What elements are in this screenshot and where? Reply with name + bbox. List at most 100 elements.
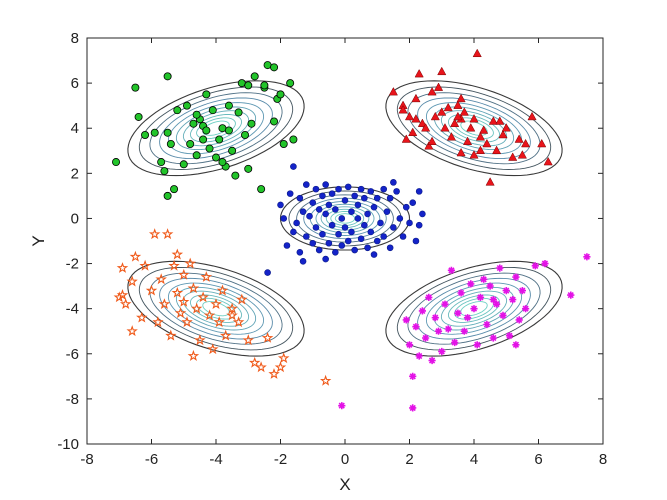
data-point-asterisk [454, 309, 462, 317]
data-point-dot [299, 257, 307, 265]
data-point-asterisk [438, 347, 446, 356]
data-point-asterisk [476, 293, 485, 301]
data-point-asterisk [460, 327, 468, 335]
data-point-triangle [430, 111, 440, 121]
data-point-triangle [459, 107, 469, 116]
data-point-asterisk [457, 289, 465, 297]
data-point-star [119, 298, 132, 309]
data-point-circle [234, 108, 243, 117]
data-point-star [178, 268, 190, 280]
data-point-asterisk [567, 291, 575, 299]
data-point-star [129, 250, 142, 262]
data-point-circle [241, 130, 250, 139]
data-point-dot [399, 233, 407, 240]
data-point-circle [166, 140, 175, 149]
data-point-circle [189, 119, 198, 128]
data-point-dot [390, 179, 397, 186]
data-point-star [155, 273, 167, 285]
data-point-dot [322, 255, 329, 263]
data-point-dot [319, 230, 326, 238]
data-point-dot [315, 246, 323, 254]
data-point-triangle [495, 116, 505, 125]
data-point-dot [380, 185, 388, 193]
data-point-triangle [433, 82, 444, 91]
data-point-asterisk [518, 287, 526, 295]
data-point-triangle [472, 48, 482, 58]
data-point-dot [344, 237, 352, 245]
data-point-star [200, 271, 213, 282]
data-point-circle [202, 90, 211, 99]
data-point-triangle [427, 136, 437, 145]
data-point-dot [357, 235, 365, 243]
data-point-dot [409, 199, 417, 206]
data-point-triangle [498, 129, 508, 139]
data-point-dot [406, 219, 413, 227]
data-point-circle [215, 135, 224, 144]
data-point-dot [367, 228, 375, 236]
data-point-triangle [421, 123, 431, 132]
data-point-star [219, 329, 232, 341]
contour-line [189, 114, 243, 143]
contour-line [454, 297, 494, 320]
data-point-asterisk [541, 260, 549, 268]
data-point-triangle [469, 150, 479, 159]
data-point-dot [364, 210, 371, 218]
data-point-star [248, 356, 261, 368]
contour-line [417, 97, 531, 160]
data-point-asterisk [447, 266, 455, 274]
data-point-dot [412, 237, 420, 245]
data-point-asterisk [502, 287, 510, 295]
data-point-triangle [517, 150, 527, 159]
data-point-dot [322, 210, 329, 218]
data-point-dot [309, 239, 317, 247]
data-point-dot [328, 221, 336, 229]
contour-line [175, 286, 257, 331]
data-point-dot [290, 228, 297, 236]
data-point-circle [192, 151, 201, 160]
data-point-circle [211, 153, 220, 162]
data-point-dot [357, 185, 365, 193]
data-point-asterisk [428, 356, 436, 365]
data-point-circle [163, 128, 172, 137]
data-point-star [184, 257, 196, 269]
x-tick-label: -8 [80, 451, 93, 468]
y-tick-label: -2 [66, 256, 79, 273]
data-point-star [171, 248, 184, 260]
data-point-asterisk [402, 316, 410, 324]
data-point-star [126, 325, 138, 337]
data-point-star [197, 291, 209, 303]
data-point-circle [228, 146, 237, 155]
data-point-star [268, 368, 280, 379]
data-point-triangle [475, 132, 486, 141]
data-point-dot [332, 206, 339, 213]
y-tick-label: 6 [71, 75, 79, 92]
y-tick-label: -10 [57, 436, 79, 453]
data-point-triangle [437, 66, 447, 76]
data-point-asterisk [467, 280, 475, 288]
data-point-star [126, 275, 138, 287]
data-point-circle [250, 72, 259, 81]
data-point-circle [182, 101, 191, 110]
data-point-asterisk [425, 293, 433, 301]
data-point-asterisk [409, 404, 417, 412]
data-point-asterisk [515, 316, 523, 324]
contour-line [433, 106, 515, 151]
data-point-triangle [443, 102, 453, 112]
data-point-triangle [440, 123, 450, 132]
data-point-circle [231, 171, 240, 180]
data-point-dot [364, 244, 371, 252]
data-point-triangle [424, 141, 434, 150]
data-point-star [207, 343, 219, 355]
contour-line [138, 266, 294, 351]
data-point-triangle [482, 138, 492, 148]
data-point-asterisk [512, 273, 520, 281]
data-point-triangle [414, 68, 424, 78]
data-point-dot [299, 208, 307, 215]
data-point-triangle [492, 145, 502, 155]
data-point-dot [396, 215, 404, 222]
contour-line [127, 80, 305, 177]
data-point-asterisk [470, 305, 478, 313]
data-point-dot [306, 212, 313, 220]
